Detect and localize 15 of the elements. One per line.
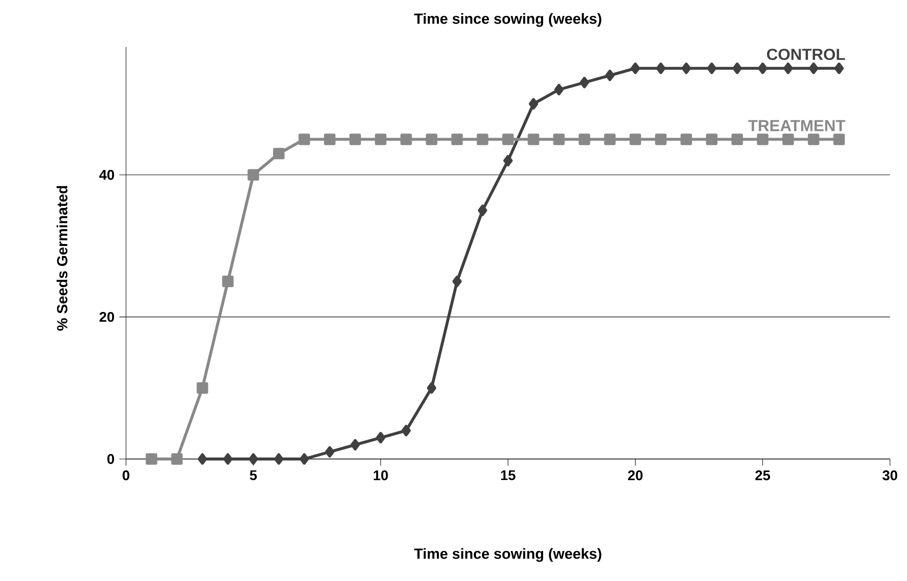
x-tick-label: 5 — [250, 470, 257, 480]
x-tick-label: 25 — [755, 470, 770, 480]
x-tick-label: 10 — [374, 470, 388, 480]
x-tick-label: 20 — [628, 470, 643, 480]
x-axis-title: Time since sowing (weeks) — [414, 548, 602, 562]
x-tick-label: 15 — [501, 470, 516, 480]
series-label: TREATMENT — [748, 120, 846, 132]
y-tick-label: 40 — [99, 170, 114, 180]
x-tick-label: 0 — [122, 470, 130, 480]
chart-title: Time since sowing (weeks) — [414, 13, 602, 27]
series-label: CONTROL — [767, 48, 845, 60]
x-tick-label: 30 — [882, 470, 898, 480]
y-tick-label: 0 — [107, 454, 114, 464]
y-axis-title: % Seeds Germinated — [56, 186, 68, 331]
y-tick-label: 20 — [100, 312, 114, 322]
